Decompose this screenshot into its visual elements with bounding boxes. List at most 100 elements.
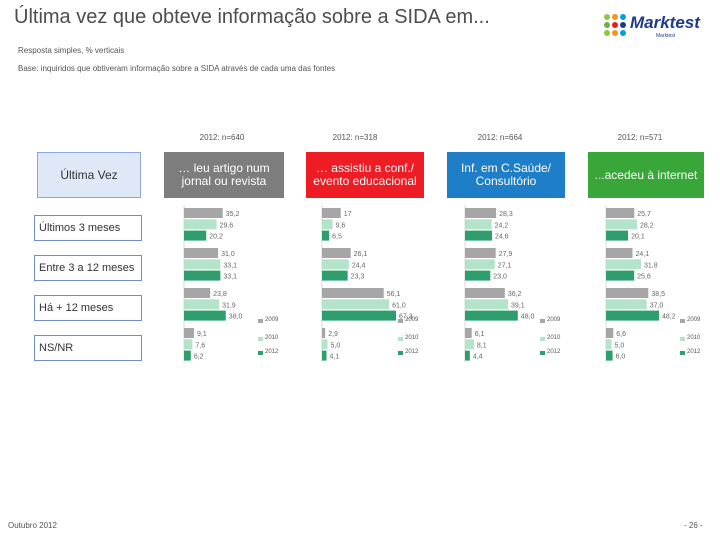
legend-swatch — [540, 337, 545, 341]
bar — [184, 339, 193, 350]
data-label: 56,1 — [387, 291, 401, 298]
legend-swatch — [680, 351, 685, 355]
bar — [322, 270, 348, 281]
data-label: 24,6 — [495, 234, 509, 241]
bar — [184, 230, 207, 241]
bar — [606, 310, 660, 321]
bar — [322, 259, 349, 270]
logo-dot — [620, 14, 626, 20]
legend-swatch — [540, 351, 545, 355]
data-label: 5,0 — [615, 342, 625, 349]
legend-swatch — [680, 337, 685, 341]
legend-label: 2010 — [265, 335, 279, 341]
logo-dot — [604, 14, 610, 20]
legend-swatch — [398, 337, 403, 341]
bar — [184, 328, 195, 338]
bar — [322, 230, 330, 241]
bar — [465, 310, 518, 321]
bar — [606, 328, 614, 338]
data-label: 23,3 — [351, 274, 365, 281]
row-label: Entre 3 a 12 meses — [34, 255, 142, 281]
logo-dot — [612, 14, 618, 20]
data-label: 9,6 — [336, 222, 346, 229]
bar — [184, 310, 226, 321]
bar — [606, 230, 629, 241]
bar — [465, 248, 496, 258]
bar — [606, 219, 638, 230]
legend-label: 2009 — [405, 317, 419, 323]
data-label: 8,1 — [477, 342, 487, 349]
data-label: 48,0 — [521, 314, 535, 321]
data-label: 24,4 — [352, 262, 366, 269]
panel-header: … leu artigo num jornal ou revista — [164, 152, 284, 198]
data-label: 61,0 — [392, 302, 406, 309]
data-label: 4,1 — [330, 354, 340, 361]
bar — [606, 350, 613, 361]
data-label: 33,1 — [223, 262, 237, 269]
base-note: Base: inquiridos que obtiveram informaçã… — [18, 64, 336, 73]
bar — [322, 328, 326, 338]
data-label: 31,9 — [222, 302, 236, 309]
bar — [465, 288, 505, 298]
legend-swatch — [258, 337, 263, 341]
legend-swatch — [398, 351, 403, 355]
logo-dot — [612, 30, 618, 36]
data-label: 6,6 — [616, 331, 626, 338]
data-label: 39,1 — [511, 302, 525, 309]
legend-label: 2012 — [265, 349, 279, 355]
logo-wordmark: Marktest — [630, 13, 700, 32]
legend-label: 2009 — [265, 317, 279, 323]
bar — [606, 208, 635, 218]
page-number: - 26 - — [684, 521, 703, 530]
data-label: 67,3 — [399, 314, 413, 321]
data-label: 6,0 — [616, 354, 626, 361]
panel-header: … assistiu a conf./ evento educacional — [306, 152, 424, 198]
logo-tagline: Marktest — [656, 33, 676, 39]
data-label: 25,6 — [637, 274, 651, 281]
sample-size-label: 2012: n=318 — [332, 133, 378, 142]
bar — [465, 230, 493, 241]
bar — [606, 299, 647, 310]
data-label: 26,1 — [354, 251, 368, 258]
bar — [465, 219, 492, 230]
bar — [184, 219, 217, 230]
data-label: 28,3 — [499, 211, 513, 218]
bar — [184, 288, 211, 298]
data-label: 4,4 — [473, 354, 483, 361]
legend-label: 2010 — [547, 335, 561, 341]
bar — [322, 219, 333, 230]
logo-dot — [604, 22, 610, 28]
data-label: 35,2 — [226, 211, 240, 218]
sample-size-label: 2012: n=571 — [617, 133, 663, 142]
bar — [184, 208, 223, 218]
bar — [184, 299, 220, 310]
legend-label: 2009 — [547, 317, 561, 323]
bar — [465, 259, 495, 270]
row-label: Há + 12 meses — [34, 295, 142, 321]
data-label: 17 — [344, 211, 352, 218]
legend-label: 2012 — [547, 349, 561, 355]
row-header-ultima-vez: Última Vez — [37, 152, 141, 198]
bar — [606, 270, 635, 281]
bar — [465, 328, 472, 338]
bar — [322, 339, 328, 350]
bar — [322, 310, 397, 321]
bar — [465, 350, 470, 361]
data-label: 9,1 — [197, 331, 207, 338]
logo-dot — [620, 22, 626, 28]
bar — [465, 299, 509, 310]
data-label: 33,1 — [223, 274, 237, 281]
bar — [465, 339, 474, 350]
bar — [322, 288, 384, 298]
logo-dot — [612, 22, 618, 28]
bar — [322, 248, 351, 258]
legend-label: 2009 — [687, 317, 701, 323]
data-label: 6,2 — [194, 354, 204, 361]
data-label: 6,1 — [475, 331, 485, 338]
data-label: 7,6 — [195, 342, 205, 349]
data-label: 48,2 — [662, 314, 676, 321]
bar — [606, 288, 649, 298]
legend-swatch — [258, 319, 263, 323]
bar — [322, 299, 390, 310]
data-label: 20,1 — [631, 234, 645, 241]
